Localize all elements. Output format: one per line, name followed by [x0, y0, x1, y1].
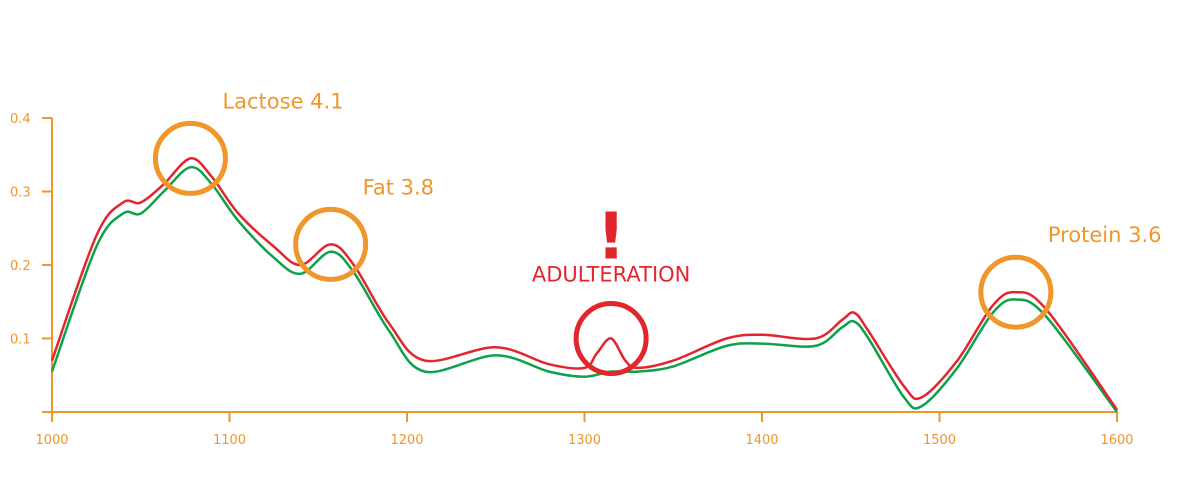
annotation-circle: [978, 254, 1054, 330]
x-tick-label: 1500: [923, 433, 956, 448]
annotation-label: ADULTERATION: [532, 263, 691, 287]
y-tick-label: 0.2: [10, 259, 31, 274]
x-tick-label: 1200: [390, 433, 423, 448]
annotation-circle: [293, 206, 369, 282]
annotation-circle: [152, 120, 228, 196]
x-tick-label: 1600: [1100, 433, 1133, 448]
y-tick-label: 0.3: [10, 186, 31, 201]
y-tick-label: 0.4: [10, 112, 31, 127]
series-line-green: [50, 165, 1119, 413]
series-line-red: [50, 157, 1119, 411]
annotation-circle: [573, 301, 649, 376]
annotation-label: Fat 3.8: [363, 175, 434, 199]
exclamation-icon: !: [597, 201, 626, 275]
y-tick-label: 0.1: [10, 333, 31, 348]
annotation-label: Lactose 4.1: [222, 89, 343, 113]
x-tick-label: 1000: [35, 433, 68, 448]
x-tick-label: 1400: [745, 433, 778, 448]
x-tick-label: 1100: [213, 433, 246, 448]
x-tick-label: 1300: [568, 433, 601, 448]
annotation-label: Protein 3.6: [1048, 223, 1162, 247]
